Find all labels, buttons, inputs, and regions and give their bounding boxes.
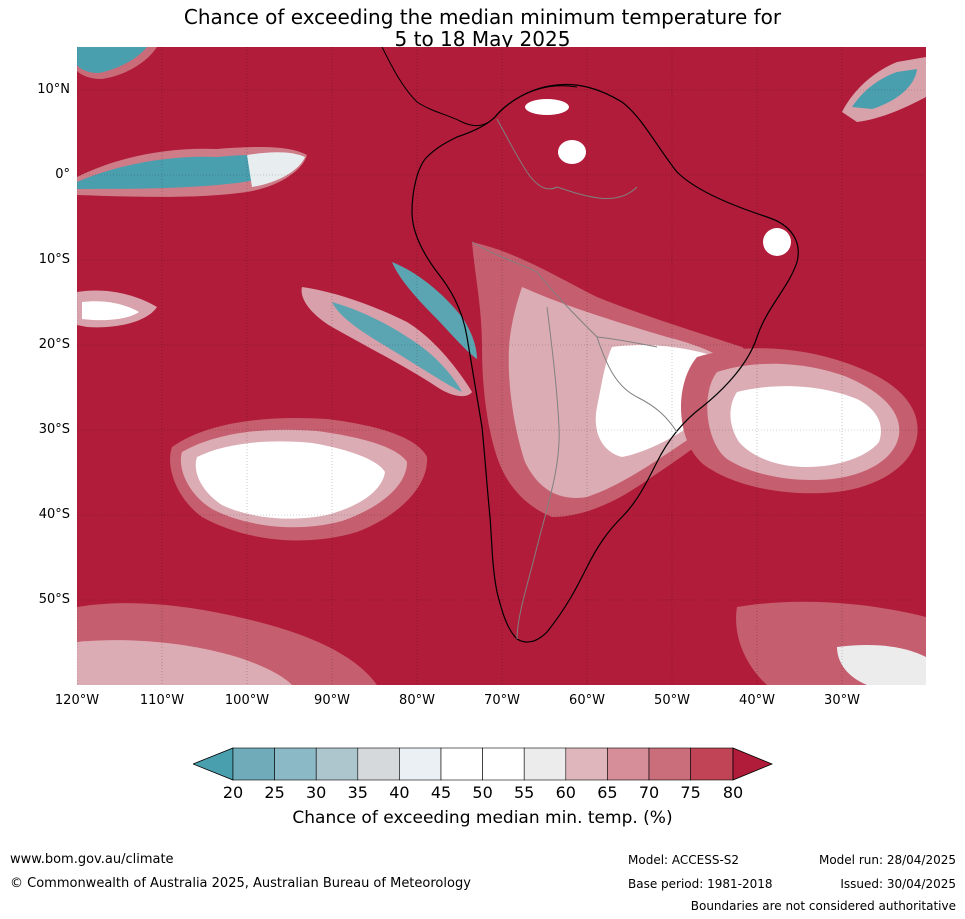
anomaly-region-pacific-equator-inner [77,154,295,189]
coastline-central-america [381,47,496,127]
lon-label-30w: 30°W [824,693,860,708]
colorbar-tick-75: 75 [680,783,701,802]
lon-label-120w: 120°W [54,693,100,708]
anomaly-region-southern-band-inner [77,640,292,685]
colorbar-segment-25-30 [274,747,317,781]
colorbar-tick-55: 55 [514,783,535,802]
lat-label-20s: 20°S [38,337,70,352]
colorbar-segment-55-60 [523,747,567,781]
anomaly-region-northeast-inner [852,69,917,109]
colorbar-tick-25: 25 [264,783,285,802]
colorbar-tick-65: 65 [597,783,618,802]
coastline-south-america [411,83,799,643]
lon-label-90w: 90°W [314,693,350,708]
colorbar-segment-35-40 [357,747,400,781]
colorbar-segment-65-70 [607,747,650,781]
anomaly-region-se-pacific-inner [195,441,385,519]
colorbar-segment-20-25 [232,747,275,781]
colorbar-tick-35: 35 [347,783,368,802]
anomaly-region-pacific-equator-edge [247,152,305,187]
lon-label-50w: 50°W [654,693,690,708]
chart-title-line1: Chance of exceeding the median minimum t… [183,5,782,29]
footer-base-period: Base period: 1981-2018 [628,877,773,891]
colorbar-segment-75-80 [690,747,734,781]
colorbar-tick-50: 50 [472,783,493,802]
colorbar-tick-30: 30 [306,783,327,802]
lat-label-40s: 40°S [38,507,70,522]
colorbar-tick-80: 80 [722,783,744,802]
colorbar [193,747,773,781]
colorbar-extend-high [732,747,773,781]
lon-label-60w: 60°W [569,693,605,708]
anomaly-region-south-atlantic-inner [730,386,881,467]
lon-label-110w: 110°W [139,693,185,708]
lon-label-70w: 70°W [484,693,520,708]
footer-model-run: Model run: 28/04/2025 [818,853,956,867]
colorbar-extend-low [193,747,234,781]
map-panel [77,47,926,685]
colorbar-tick-45: 45 [430,783,452,802]
colorbar-segment-45-50 [440,747,483,781]
country-borders [471,118,678,640]
lon-label-100w: 100°W [224,693,270,708]
colorbar-tick-40: 40 [389,783,410,802]
anomaly-patch-caribbean [525,99,569,115]
anomaly-region-far-west-inner [82,301,139,321]
lon-label-40w: 40°W [739,693,775,708]
lon-label-80w: 80°W [399,693,435,708]
lat-label-0: 0° [55,167,70,182]
anomaly-patch-ne-brazil [763,228,791,256]
anomaly-region-northwest-inner [77,47,147,73]
colorbar-segment-40-45 [399,747,442,781]
footer-disclaimer: Boundaries are not considered authoritat… [690,899,956,913]
footer-issued: Issued: 30/04/2025 [840,877,956,891]
colorbar-tick-60: 60 [555,783,576,802]
chart-title-line2: 5 to 18 May 2025 [394,27,571,51]
graticule [77,47,926,685]
colorbar-tick-70: 70 [638,783,660,802]
colorbar-segment-30-35 [315,747,359,781]
footer-url: www.bom.gov.au/climate [10,852,174,867]
lat-label-50s: 50°S [38,592,70,607]
colorbar-segment-70-75 [648,747,691,781]
anomaly-region-peru-offshore-inner [332,302,462,392]
colorbar-tick-20: 20 [222,783,244,802]
lat-label-10s: 10°S [38,252,70,267]
footer-model: Model: ACCESS-S2 [628,853,740,867]
colorbar-segment-50-55 [482,747,525,781]
anomaly-patch-guyana [558,140,586,164]
colorbar-segment-60-65 [565,747,608,781]
colorbar-label: Chance of exceeding median min. temp. (%… [292,808,673,828]
anomaly-region-peru-coast [392,262,477,359]
anomaly-region-southern-east-inner [837,645,926,685]
lat-label-30s: 30°S [38,422,70,437]
lat-label-10n: 10°N [37,82,70,97]
footer-copyright: © Commonwealth of Australia 2025, Austra… [10,876,471,891]
